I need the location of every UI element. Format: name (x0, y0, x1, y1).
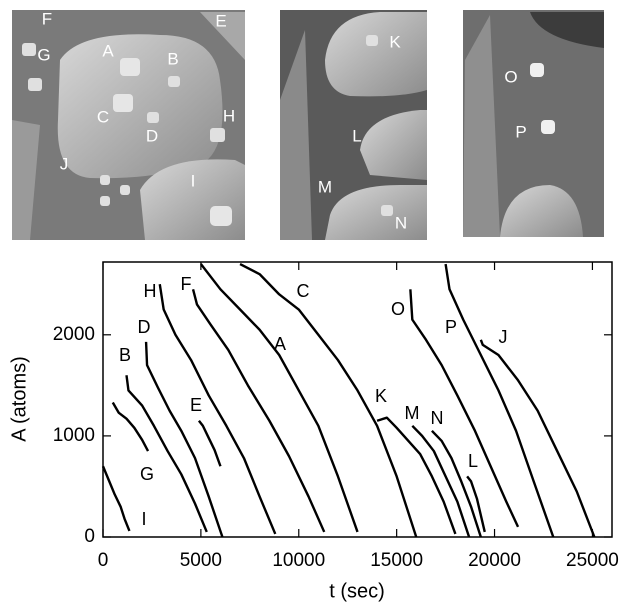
series-line (479, 339, 596, 538)
series-label: D (138, 317, 151, 337)
series-label: I (141, 509, 146, 529)
series-line (239, 262, 418, 538)
series-label: G (140, 464, 154, 484)
series-label: C (297, 281, 310, 301)
plot-frame (102, 261, 613, 538)
y-tick-label: 2000 (53, 324, 95, 345)
series-label: N (431, 408, 444, 428)
y-axis-label: A (atoms) (8, 356, 30, 442)
series-label: F (181, 274, 192, 294)
series-line (409, 289, 520, 528)
series-label: M (405, 403, 420, 423)
image-label: A (102, 41, 114, 60)
image-label: G (37, 45, 50, 64)
series-label: P (445, 317, 457, 337)
series-line (199, 263, 359, 533)
x-tick-label: 0 (98, 550, 109, 571)
series-label: O (391, 299, 405, 319)
series-label: L (468, 451, 478, 471)
x-tick-label: 15000 (370, 550, 423, 571)
image-label: F (42, 9, 52, 28)
x-tick-label: 20000 (468, 550, 521, 571)
image-label: E (215, 11, 226, 30)
y-tick-label: 1000 (53, 425, 95, 446)
image-label: H (223, 106, 235, 125)
stm-image-2 (280, 10, 427, 240)
x-tick-label: 25000 (566, 550, 619, 571)
series-label: A (274, 334, 286, 354)
series-line (197, 419, 222, 467)
image-label: M (318, 177, 332, 196)
x-axis-label: t (sec) (329, 580, 385, 602)
series-label: E (190, 395, 202, 415)
image-label: O (504, 67, 517, 86)
series-line (444, 263, 555, 538)
series-line (101, 465, 131, 532)
series-line (144, 341, 224, 538)
series-line (376, 416, 457, 535)
series-line (191, 288, 326, 533)
image-label: I (191, 171, 196, 190)
x-tick-label: 5000 (180, 550, 222, 571)
image-label: N (395, 213, 407, 232)
stm-image-1 (12, 10, 245, 240)
series-line (111, 401, 150, 452)
stm-image-3 (463, 10, 604, 237)
y-tick-label: 0 (84, 526, 95, 547)
series-line (466, 475, 486, 533)
series-line (158, 284, 277, 535)
image-label: L (352, 126, 361, 145)
series-line (431, 430, 482, 538)
image-label: C (97, 107, 109, 126)
series-label: H (144, 281, 157, 301)
series-label: J (499, 327, 508, 347)
series-label: B (119, 345, 131, 365)
series-label: K (375, 386, 387, 406)
series-line (411, 424, 471, 538)
x-tick-label: 10000 (272, 550, 325, 571)
series-line (125, 375, 208, 533)
image-label: P (515, 122, 526, 141)
image-label: J (60, 154, 69, 173)
image-label: D (146, 126, 158, 145)
image-label: K (389, 32, 401, 51)
image-label: B (167, 49, 178, 68)
